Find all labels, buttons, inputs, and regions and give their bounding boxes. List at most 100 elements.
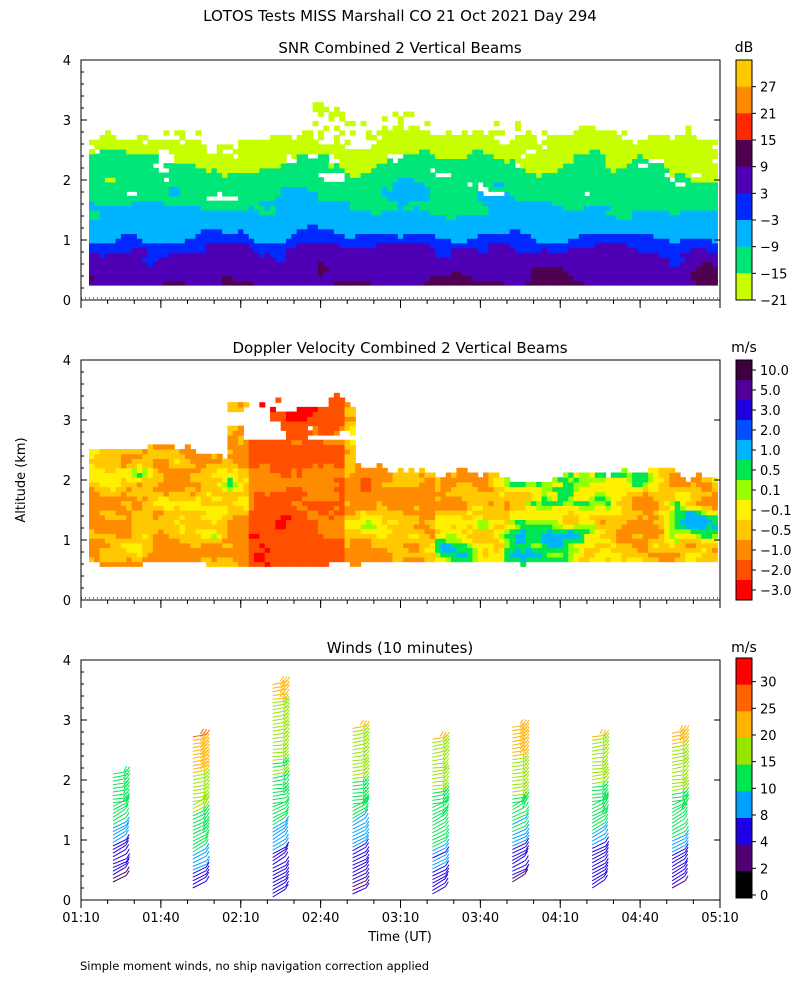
snr-cell bbox=[376, 219, 383, 225]
snr-cell bbox=[557, 186, 564, 192]
snr-cell bbox=[211, 233, 218, 239]
snr-cell bbox=[701, 200, 708, 206]
doppler-cell bbox=[264, 552, 271, 558]
snr-cell bbox=[419, 214, 426, 220]
doppler-cell bbox=[88, 477, 95, 483]
doppler-cell bbox=[152, 528, 159, 535]
snr-cell bbox=[254, 219, 260, 225]
snr-cell bbox=[594, 177, 601, 183]
snr-cell bbox=[552, 163, 559, 169]
snr-cell bbox=[408, 177, 415, 183]
snr-cell bbox=[584, 135, 591, 141]
snr-cell bbox=[589, 266, 596, 272]
snr-cell bbox=[642, 139, 649, 145]
snr-cell bbox=[435, 200, 442, 206]
snr-cell bbox=[179, 200, 186, 206]
snr-cell bbox=[317, 144, 324, 150]
doppler-cell bbox=[104, 533, 111, 539]
snr-cell bbox=[275, 200, 282, 206]
snr-cell bbox=[211, 172, 218, 178]
snr-cell bbox=[589, 200, 596, 206]
snr-cell bbox=[333, 186, 340, 192]
snr-cell bbox=[573, 195, 580, 202]
snr-cell bbox=[706, 214, 713, 220]
snr-cell bbox=[270, 280, 276, 286]
doppler-cell bbox=[317, 486, 324, 492]
snr-cell bbox=[536, 191, 543, 197]
snr-cell bbox=[706, 167, 713, 174]
snr-cell bbox=[546, 177, 553, 183]
figure-title: LOTOS Tests MISS Marshall CO 21 Oct 2021… bbox=[203, 7, 597, 25]
snr-cell bbox=[701, 266, 708, 272]
doppler-cell bbox=[104, 528, 111, 535]
doppler-cell bbox=[190, 472, 197, 478]
snr-cell bbox=[270, 242, 276, 249]
snr-cell bbox=[142, 149, 149, 155]
snr-cell bbox=[349, 130, 356, 136]
snr-cell bbox=[349, 261, 356, 267]
snr-cell bbox=[674, 149, 681, 155]
snr-cell bbox=[616, 256, 623, 263]
snr-cell bbox=[451, 238, 458, 244]
doppler-cell bbox=[120, 481, 127, 488]
snr-cell bbox=[371, 195, 378, 202]
snr-cell bbox=[126, 210, 133, 216]
doppler-cell bbox=[211, 458, 218, 464]
snr-cell bbox=[658, 266, 665, 272]
doppler-cell bbox=[136, 547, 143, 553]
snr-cell bbox=[142, 200, 149, 206]
snr-cell bbox=[706, 275, 713, 281]
snr-cell bbox=[179, 130, 186, 136]
snr-cell bbox=[632, 247, 639, 253]
snr-cell bbox=[280, 275, 287, 281]
doppler-cell bbox=[211, 552, 218, 558]
snr-cell bbox=[669, 195, 676, 202]
snr-cell bbox=[530, 247, 537, 253]
doppler-cell bbox=[291, 556, 298, 563]
doppler-cell bbox=[301, 500, 308, 506]
doppler-cell bbox=[152, 472, 159, 478]
snr-cell bbox=[99, 261, 106, 267]
snr-cell bbox=[584, 242, 591, 249]
doppler-cell bbox=[317, 495, 324, 502]
snr-cell bbox=[286, 266, 292, 272]
snr-cell bbox=[360, 181, 367, 188]
snr-cell bbox=[264, 266, 271, 272]
snr-cell bbox=[530, 167, 537, 174]
snr-cell bbox=[136, 177, 143, 183]
snr-cell bbox=[142, 195, 149, 202]
snr-cell bbox=[371, 191, 378, 197]
doppler-cell bbox=[238, 425, 245, 431]
snr-cell bbox=[88, 177, 95, 183]
snr-cell bbox=[557, 219, 564, 225]
snr-cell bbox=[573, 224, 580, 230]
snr-cell bbox=[413, 186, 420, 192]
snr-cell bbox=[387, 181, 394, 188]
snr-cell bbox=[408, 153, 415, 160]
snr-cell bbox=[211, 153, 218, 160]
snr-cell bbox=[424, 120, 431, 127]
doppler-cell bbox=[126, 552, 133, 558]
snr-cell bbox=[520, 195, 527, 202]
snr-cell bbox=[376, 200, 383, 206]
doppler-cell bbox=[115, 477, 122, 483]
snr-cell bbox=[626, 242, 633, 249]
doppler-cell bbox=[222, 500, 229, 506]
doppler-cell bbox=[259, 444, 266, 450]
snr-cell bbox=[152, 280, 159, 286]
doppler-cell bbox=[227, 524, 234, 530]
snr-cell bbox=[270, 200, 276, 206]
doppler-cell bbox=[270, 556, 276, 563]
snr-cell bbox=[573, 139, 580, 145]
snr-cell bbox=[525, 144, 532, 150]
doppler-cell bbox=[259, 556, 266, 563]
doppler-cell bbox=[206, 542, 213, 549]
snr-cell bbox=[307, 238, 314, 244]
snr-cell bbox=[376, 228, 383, 235]
doppler-cell bbox=[259, 472, 266, 478]
snr-cell bbox=[456, 252, 463, 258]
doppler-cell bbox=[307, 453, 314, 460]
snr-cell bbox=[392, 111, 399, 117]
doppler-cell bbox=[88, 449, 95, 455]
doppler-cell bbox=[323, 514, 330, 520]
